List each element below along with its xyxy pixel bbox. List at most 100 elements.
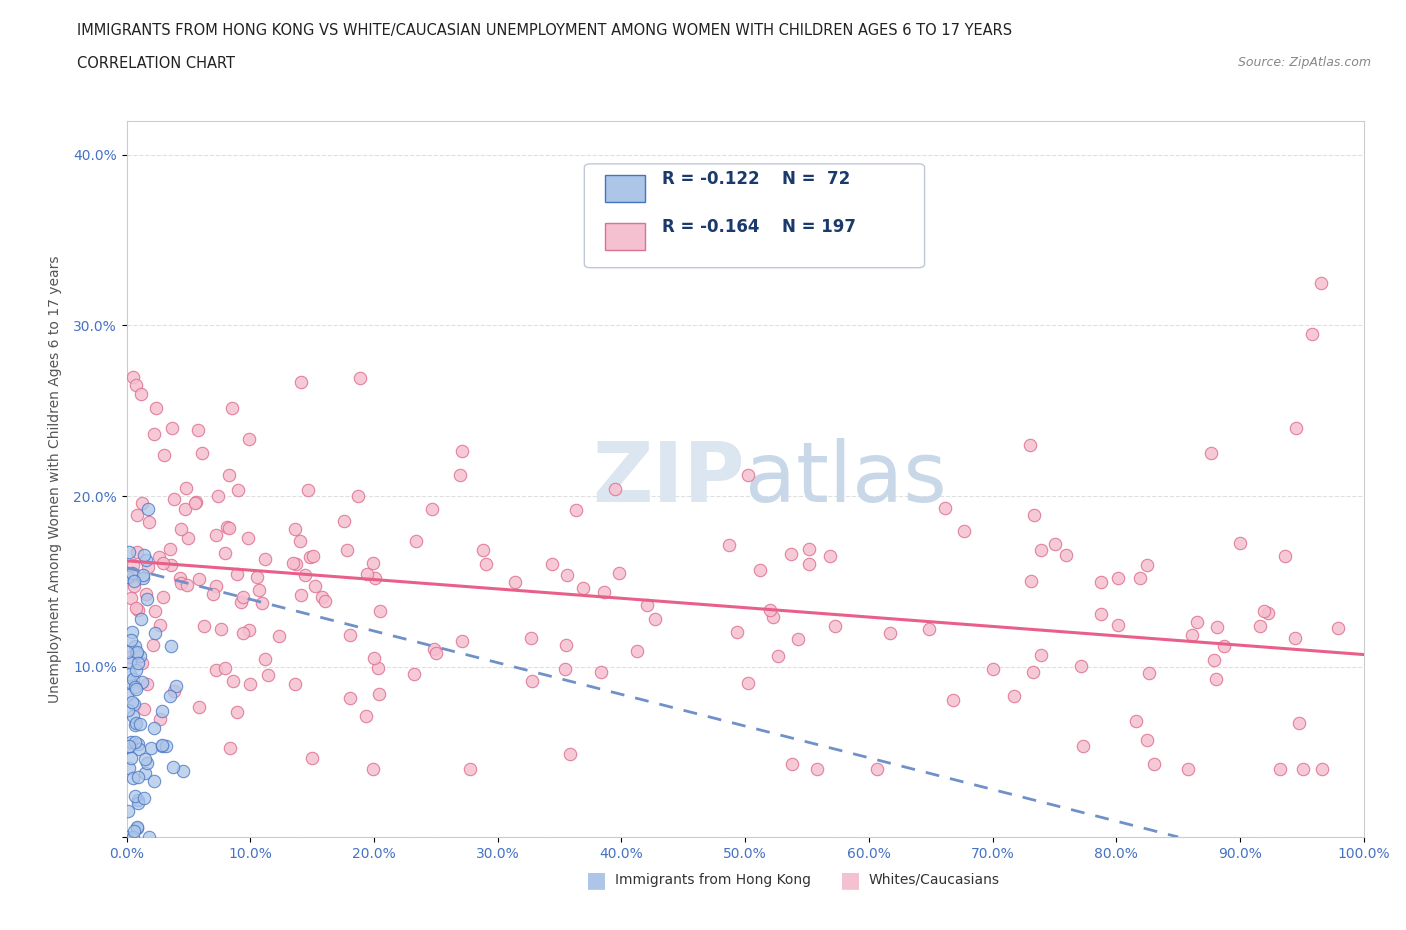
Point	[153, 448, 176, 463]
Point	[214, 546, 236, 561]
Point	[118, 654, 141, 669]
Point	[160, 557, 183, 572]
Point	[127, 769, 149, 784]
Point	[201, 587, 224, 602]
Point	[626, 644, 648, 658]
Point	[124, 717, 146, 732]
Point	[226, 566, 249, 581]
Point	[132, 790, 155, 805]
Point	[149, 618, 172, 632]
Point	[425, 645, 447, 660]
Point	[762, 609, 785, 624]
Point	[117, 739, 139, 754]
Point	[136, 676, 159, 691]
Point	[780, 546, 803, 561]
Point	[219, 740, 242, 755]
Point	[231, 626, 253, 641]
Text: R = -0.164: R = -0.164	[662, 218, 759, 236]
Point	[1212, 639, 1234, 654]
Point	[145, 400, 167, 415]
Point	[122, 830, 145, 844]
Point	[124, 574, 146, 589]
Point	[115, 687, 138, 702]
Point	[149, 712, 172, 727]
Point	[1177, 762, 1199, 777]
Point	[229, 595, 252, 610]
Point	[125, 378, 148, 392]
Point	[170, 576, 193, 591]
Point	[193, 618, 215, 633]
Point	[1249, 618, 1271, 633]
Point	[290, 375, 312, 390]
Point	[1274, 549, 1296, 564]
Point	[349, 371, 371, 386]
Point	[136, 560, 159, 575]
Point	[554, 661, 576, 676]
Point	[155, 738, 177, 753]
Point	[127, 656, 149, 671]
Point	[1204, 653, 1226, 668]
Point	[364, 571, 387, 586]
Point	[1022, 665, 1045, 680]
Point	[239, 677, 262, 692]
Point	[120, 674, 142, 689]
Text: Immigrants from Hong Kong: Immigrants from Hong Kong	[616, 873, 811, 887]
Point	[163, 684, 186, 698]
Point	[818, 549, 841, 564]
Point	[257, 668, 280, 683]
Point	[302, 549, 325, 564]
Point	[117, 739, 139, 754]
Point	[1125, 713, 1147, 728]
Point	[184, 496, 207, 511]
Point	[134, 752, 156, 767]
Point	[150, 739, 173, 754]
Point	[942, 693, 965, 708]
Point	[290, 534, 312, 549]
Point	[806, 762, 828, 777]
Point	[142, 774, 165, 789]
Point	[503, 575, 526, 590]
Point	[218, 468, 240, 483]
Point	[125, 715, 148, 730]
Text: IMMIGRANTS FROM HONG KONG VS WHITE/CAUCASIAN UNEMPLOYMENT AMONG WOMEN WITH CHILD: IMMIGRANTS FROM HONG KONG VS WHITE/CAUCA…	[77, 23, 1012, 38]
Point	[339, 628, 361, 643]
Point	[121, 568, 143, 583]
Point	[472, 542, 495, 557]
Text: Whites/Caucasians: Whites/Caucasians	[869, 873, 1000, 887]
Point	[758, 603, 780, 618]
Point	[737, 468, 759, 483]
Point	[121, 557, 143, 572]
Text: ■: ■	[839, 870, 860, 890]
Point	[797, 542, 820, 557]
Point	[121, 565, 143, 580]
Point	[136, 501, 159, 516]
Point	[136, 591, 159, 606]
Point	[134, 548, 156, 563]
Point	[475, 556, 498, 571]
Point	[749, 563, 772, 578]
Point	[124, 823, 146, 838]
Point	[142, 638, 165, 653]
Point	[238, 432, 260, 446]
Point	[127, 737, 149, 751]
Point	[824, 619, 846, 634]
Point	[589, 665, 612, 680]
Point	[124, 735, 146, 750]
Point	[120, 735, 142, 750]
Point	[1292, 762, 1315, 777]
Point	[131, 611, 153, 626]
Point	[138, 514, 160, 529]
Point	[132, 701, 155, 716]
Point	[451, 633, 474, 648]
Point	[121, 369, 143, 384]
Point	[218, 521, 240, 536]
Point	[1054, 547, 1077, 562]
Text: atlas: atlas	[745, 438, 946, 520]
Point	[143, 427, 166, 442]
Point	[152, 589, 174, 604]
Point	[124, 789, 146, 804]
Point	[162, 492, 184, 507]
Point	[1090, 575, 1112, 590]
Point	[143, 625, 166, 640]
Point	[172, 764, 194, 778]
